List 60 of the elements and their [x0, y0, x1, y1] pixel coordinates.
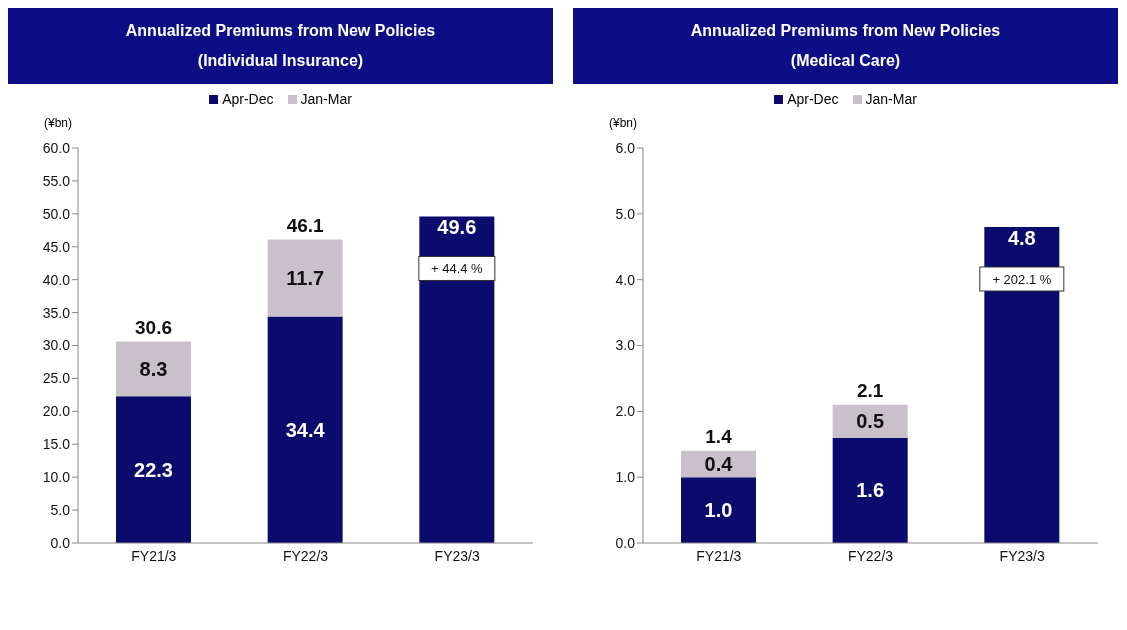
- chart-subtitle: (Medical Care): [789, 51, 902, 71]
- data-label: 4.8: [1007, 227, 1036, 249]
- y-axis-title: (¥bn): [609, 116, 638, 130]
- y-tick-label: 50.0: [42, 205, 71, 222]
- y-tick-label: 15.0: [42, 436, 71, 453]
- data-label: 1.6: [856, 479, 885, 502]
- legend-label: Apr-Dec: [221, 90, 274, 108]
- bar: [681, 477, 756, 543]
- legend-label: Jan-Mar: [864, 90, 917, 108]
- x-tick-label: FY23/3: [434, 547, 480, 564]
- bar: [832, 404, 908, 438]
- bar: [267, 316, 343, 543]
- y-tick-label: 2.0: [615, 403, 636, 420]
- y-axis-title: (¥bn): [44, 116, 73, 130]
- x-tick-label: FY21/3: [696, 547, 742, 564]
- data-label: 22.3: [134, 458, 173, 481]
- annotation: + 44.4 %: [430, 261, 484, 277]
- y-tick-label: 6.0: [615, 139, 636, 156]
- total-label: 2.1: [856, 379, 884, 401]
- total-label: 30.6: [135, 316, 172, 338]
- annotation: + 202.1 %: [992, 272, 1052, 287]
- y-tick-label: 0.0: [615, 534, 636, 551]
- x-tick-label: FY22/3: [847, 547, 894, 564]
- total-label: 46.1: [286, 214, 325, 236]
- data-label: 0.5: [856, 410, 885, 433]
- data-label: 8.3: [139, 357, 168, 380]
- data-label: 1.0: [704, 499, 733, 522]
- bar: [116, 341, 191, 397]
- y-tick-label: 5.0: [50, 502, 71, 519]
- y-tick-label: 4.0: [615, 271, 636, 288]
- x-tick-label: FY21/3: [131, 547, 177, 564]
- chart-title: Annualized Premiums from New Policies: [689, 21, 1002, 41]
- y-tick-label: 40.0: [42, 271, 71, 288]
- y-tick-label: 60.0: [42, 139, 71, 156]
- y-tick-label: 5.0: [615, 205, 636, 222]
- bar: [832, 437, 908, 543]
- data-label: 0.4: [704, 453, 734, 475]
- legend-label: Apr-Dec: [786, 90, 839, 108]
- legend-label: Jan-Mar: [299, 90, 352, 108]
- y-tick-label: 25.0: [42, 370, 71, 387]
- y-tick-label: 35.0: [42, 304, 71, 321]
- y-tick-label: 0.0: [50, 534, 71, 551]
- x-tick-label: FY23/3: [999, 547, 1045, 564]
- y-tick-label: 45.0: [42, 238, 71, 255]
- y-tick-label: 3.0: [615, 337, 636, 354]
- bar: [267, 239, 343, 317]
- y-tick-label: 20.0: [42, 403, 71, 420]
- data-label: 34.4: [285, 418, 326, 441]
- x-tick-label: FY22/3: [282, 547, 329, 564]
- chart-title: Annualized Premiums from New Policies: [124, 21, 437, 41]
- y-tick-label: 1.0: [615, 469, 636, 486]
- data-label: 49.6: [437, 216, 477, 239]
- bar: [116, 396, 191, 543]
- data-label: 11.7: [286, 267, 325, 290]
- y-tick-label: 10.0: [42, 469, 71, 486]
- bar: [419, 216, 495, 543]
- total-label: 1.4: [705, 425, 733, 447]
- y-tick-label: 55.0: [42, 172, 71, 189]
- chart-subtitle: (Individual Insurance): [196, 51, 365, 71]
- y-tick-label: 30.0: [42, 337, 71, 354]
